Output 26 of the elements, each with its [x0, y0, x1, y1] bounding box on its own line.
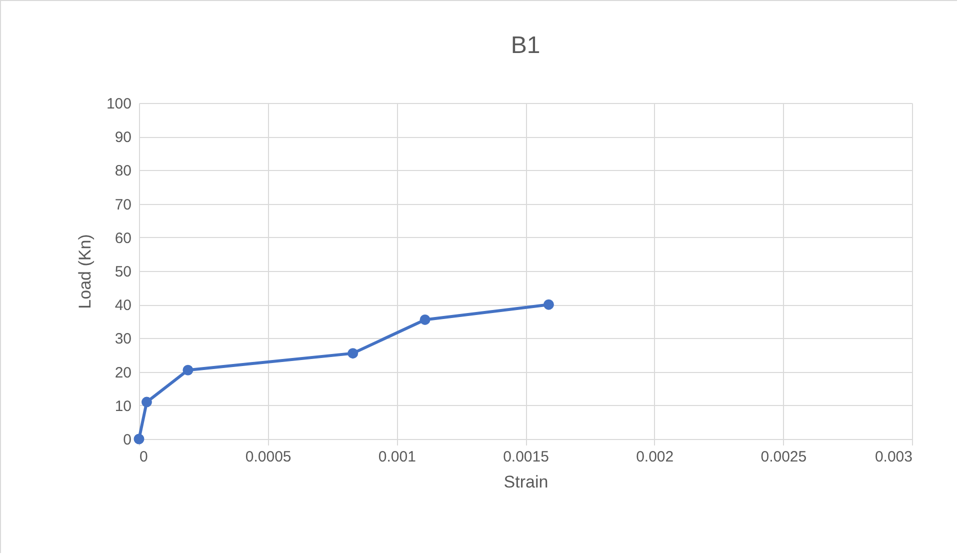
y-tick-label: 60 [114, 230, 132, 247]
point [348, 348, 358, 359]
x-axis-title: Strain [504, 472, 548, 492]
x-tick-label: 0.0005 [245, 448, 292, 466]
point [182, 364, 194, 376]
y-tick-label: 40 [114, 297, 132, 314]
y-axis-title: Load (Kn) [75, 234, 94, 309]
y-tick-label: 50 [114, 264, 132, 280]
y-tick-label: 70 [114, 196, 132, 214]
y-tick-label: 100 [106, 96, 132, 112]
x-tick-label: 0.0015 [503, 448, 549, 466]
x-tick-label: 0.0025 [760, 448, 807, 466]
y-tick-label: 0 [123, 432, 132, 448]
point [420, 314, 430, 325]
y-tick-label: 90 [114, 129, 132, 146]
x-tick-label: 0.001 [378, 448, 416, 466]
y-tick-label: 10 [114, 398, 132, 415]
x-tick-label: 0.002 [636, 448, 674, 466]
x-tick-label: 0.003 [874, 448, 912, 466]
y-tick-label: 20 [114, 364, 132, 382]
point [141, 396, 152, 408]
x-tick-label: 0 [140, 448, 148, 466]
point [543, 299, 554, 310]
chart-title: B1 [510, 32, 540, 59]
y-tick-label: 30 [114, 330, 132, 348]
y-tick-label: 80 [114, 162, 132, 180]
